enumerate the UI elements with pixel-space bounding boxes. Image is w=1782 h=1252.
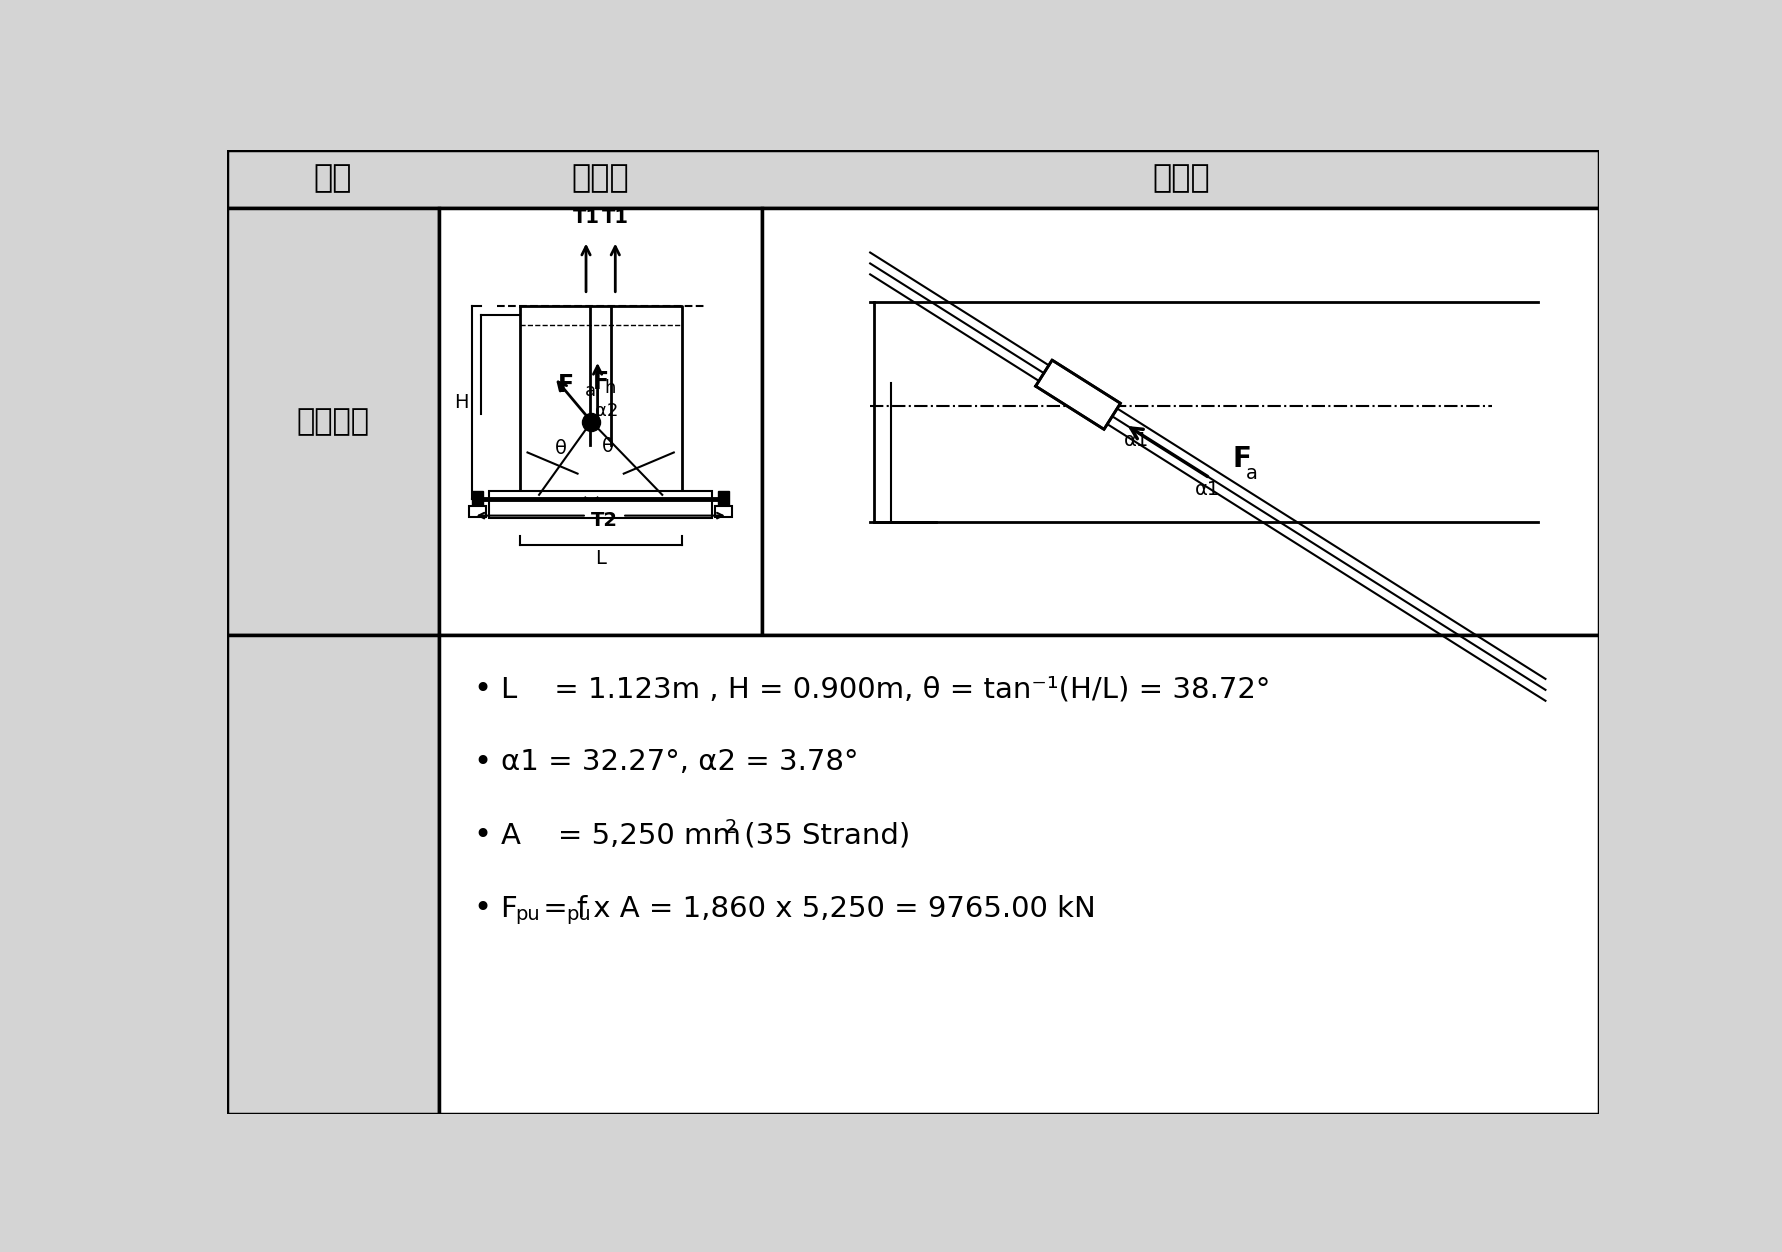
Bar [228,150,1600,208]
Text: •: • [474,675,492,704]
Text: θ: θ [554,439,567,458]
Text: •: • [474,894,492,923]
Bar [472,491,483,506]
Text: α1: α1 [1194,480,1219,500]
Text: 2: 2 [725,819,738,838]
Text: A    = 5,250 mm: A = 5,250 mm [501,821,741,850]
Text: L    = 1.123m , H = 0.900m, θ = tan⁻¹(H/L) = 38.72°: L = 1.123m , H = 0.900m, θ = tan⁻¹(H/L) … [501,675,1271,704]
Text: F: F [501,895,517,923]
Text: (35 Strand): (35 Strand) [736,821,911,850]
Text: F: F [593,369,609,393]
Text: α2: α2 [595,402,618,421]
Text: pu: pu [567,905,590,924]
Text: α1 = 32.27°, α2 = 3.78°: α1 = 32.27°, α2 = 3.78° [501,749,859,776]
Polygon shape [1035,361,1121,429]
Text: 측면도: 측면도 [1151,164,1210,194]
Bar [488,491,713,518]
Text: θ: θ [602,437,615,456]
Text: α1: α1 [1124,432,1149,451]
Bar [228,635,438,1114]
Bar [763,208,1600,635]
Text: F: F [558,373,574,397]
Bar [715,506,732,517]
Text: a: a [584,382,597,399]
Text: T2: T2 [592,511,618,530]
Text: F: F [1233,444,1253,473]
Text: h: h [604,378,617,397]
Text: L: L [595,550,606,568]
Text: = f: = f [533,895,586,923]
Text: 구분: 구분 [314,164,353,194]
Text: pu: pu [515,905,540,924]
Text: T1: T1 [572,208,599,227]
Text: H: H [454,393,469,412]
Text: •: • [474,747,492,777]
Text: 검토단면: 검토단면 [296,407,369,436]
Bar [228,208,438,635]
Text: a: a [1246,464,1258,483]
Text: 평면도: 평면도 [572,164,629,194]
Text: •: • [474,821,492,850]
Bar [469,506,486,517]
Bar [438,635,1600,1114]
Text: T1: T1 [602,208,629,227]
Text: x A = 1,860 x 5,250 = 9765.00 kN: x A = 1,860 x 5,250 = 9765.00 kN [584,895,1096,923]
Bar [438,208,763,635]
Bar [718,491,729,506]
